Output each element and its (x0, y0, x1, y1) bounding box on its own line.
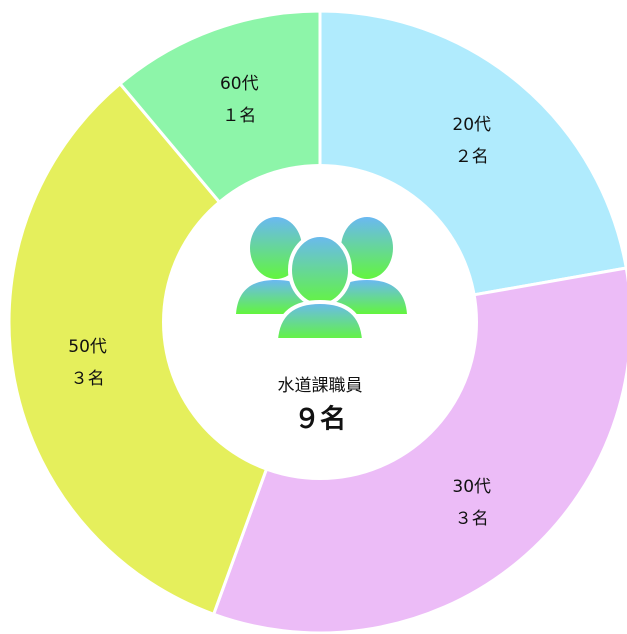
slice-category: 30代 (452, 477, 491, 497)
slice-category: 60代 (220, 74, 259, 94)
center-title: 水道課職員 (278, 376, 363, 396)
people-icon (236, 217, 407, 342)
slice-value-label: ３名 (455, 509, 489, 529)
slice-value-label: ２名 (455, 147, 489, 167)
slice-category: 20代 (452, 115, 491, 135)
slice-category: 50代 (68, 337, 107, 357)
slice-value-label: ３名 (71, 369, 105, 389)
slice-value-label: １名 (222, 106, 256, 126)
center-total: ９名 (294, 404, 346, 435)
